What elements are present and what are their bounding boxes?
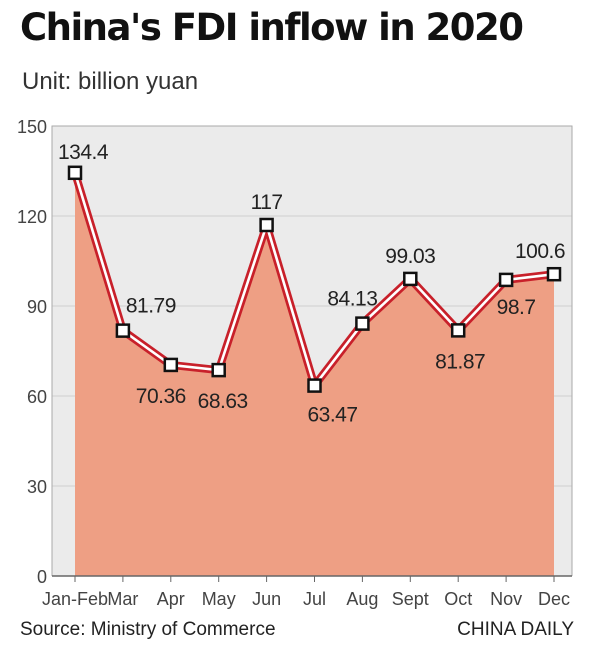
data-point-marker	[498, 272, 514, 288]
data-point-marker	[67, 165, 83, 181]
data-label: 117	[251, 191, 283, 214]
y-tick-label: 150	[17, 117, 47, 137]
data-point-marker	[355, 316, 370, 331]
data-label: 100.6	[515, 240, 565, 263]
chart-title: China's FDI inflow in 2020	[20, 6, 524, 49]
data-label: 84.13	[327, 288, 377, 311]
x-tick-label: Oct	[444, 589, 472, 609]
data-point-marker	[259, 217, 274, 233]
data-point-marker	[546, 266, 562, 282]
y-tick-label: 0	[37, 567, 47, 587]
publisher-credit: CHINA DAILY	[457, 619, 574, 640]
data-label: 68.63	[198, 390, 248, 413]
x-tick-label: Jan-Feb	[42, 589, 108, 609]
x-tick-label: May	[202, 589, 236, 609]
x-tick-label: Nov	[490, 589, 522, 609]
data-point-marker	[163, 357, 179, 373]
y-tick-label: 30	[27, 477, 47, 497]
x-tick-label: Apr	[157, 589, 185, 609]
x-tick-label: Sept	[392, 589, 429, 609]
plot-border	[51, 125, 573, 576]
source-note: Source: Ministry of Commerce	[20, 619, 276, 640]
data-point-marker	[307, 378, 322, 393]
chart-subtitle: Unit: billion yuan	[22, 68, 199, 95]
data-point-marker	[450, 323, 466, 338]
y-tick-label: 120	[17, 207, 47, 227]
x-tick-label: Mar	[107, 589, 138, 609]
data-label: 70.36	[136, 385, 186, 408]
y-tick-label: 60	[27, 387, 47, 407]
y-tick-label: 90	[27, 297, 47, 317]
data-point-marker	[403, 271, 418, 287]
data-label: 98.7	[497, 296, 536, 319]
data-point-marker	[115, 323, 131, 338]
x-tick-label: Aug	[346, 589, 378, 609]
data-point-marker	[211, 362, 226, 378]
data-label: 81.79	[126, 295, 176, 318]
x-tick-label: Jul	[303, 589, 326, 609]
data-label: 63.47	[307, 404, 357, 427]
data-label: 134.4	[58, 141, 109, 164]
data-label: 81.87	[435, 350, 485, 373]
data-label: 99.03	[385, 245, 435, 268]
x-tick-label: Jun	[252, 589, 281, 609]
area-fill	[75, 172, 554, 577]
x-tick-label: Dec	[538, 589, 570, 609]
